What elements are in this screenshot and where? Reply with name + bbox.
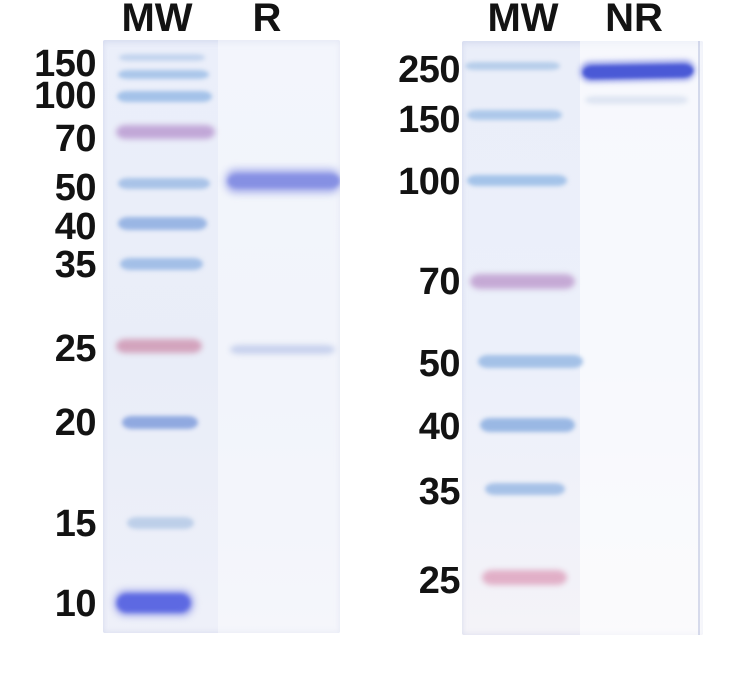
mw-label-15-0: 15 [54,503,97,545]
mw-label-25-0: 25 [54,328,97,370]
sample-lane-r [218,40,340,633]
lane-header-mw-1: MW [487,0,559,40]
band-gel-right-mw-70-core [470,273,575,289]
gel-right [462,41,703,635]
band-gel-left-mw-100-core [117,90,212,102]
band-gel-right-mw-35-core [485,483,565,495]
mw-label-100-1: 100 [398,161,460,203]
band-gel-left-mw-50-core [118,177,210,189]
lane-header-mw-0: MW [121,0,193,40]
band-gel-left-mw-10-core [117,594,190,612]
lane-header-r-0: R [252,0,282,40]
mw-label-70-0: 70 [54,118,97,160]
mw-label-35-1: 35 [418,471,461,513]
mw-label-50-0: 50 [54,167,97,209]
band-gel-left-r-~50-core [228,174,340,188]
sample-lane-nr [580,41,703,635]
mw-label-40-1: 40 [418,406,461,448]
band-gel-right-mw-250-core [465,62,560,70]
mw-label-20-0: 20 [54,402,97,444]
band-gel-left-mw-20-core [122,415,198,429]
band-gel-left-mw-40-core [118,216,207,230]
band-gel-left-mw-35-core [120,258,203,270]
mw-label-250-1: 250 [398,49,460,91]
band-gel-right-mw-40-core [480,418,575,432]
mw-label-70-1: 70 [418,261,461,303]
mw-label-50-1: 50 [418,343,461,385]
mw-label-150-1: 150 [398,99,460,141]
band-gel-left-r-~25-core [230,344,335,354]
mw-label-150-0: 150 [34,43,96,85]
mw-label-10-0: 10 [54,583,97,625]
band-gel-right-mw-25-core [482,569,567,585]
band-gel-left-mw-25-core [116,339,202,353]
band-gel-right-mw-100-core [467,174,567,186]
band-gel-left-mw-15-core [127,517,194,529]
band-gel-left-mw-150-core [118,69,209,79]
band-gel-right-nr-~250-core [582,63,694,79]
mw-label-35-0: 35 [54,244,97,286]
gel-left [103,40,340,633]
band-gel-right-mw-50-core [478,354,583,368]
band-gel-right-mw-150-core [467,110,562,120]
mw-label-100-0: 100 [34,75,96,117]
mw-label-40-0: 40 [54,206,97,248]
lane-header-nr-1: NR [605,0,663,40]
band-gel-right-nr-~200-core [585,96,688,104]
band-gel-left-mw-250-core [119,53,205,61]
mw-label-25-1: 25 [418,560,461,602]
band-gel-left-mw-70-core [116,125,215,139]
